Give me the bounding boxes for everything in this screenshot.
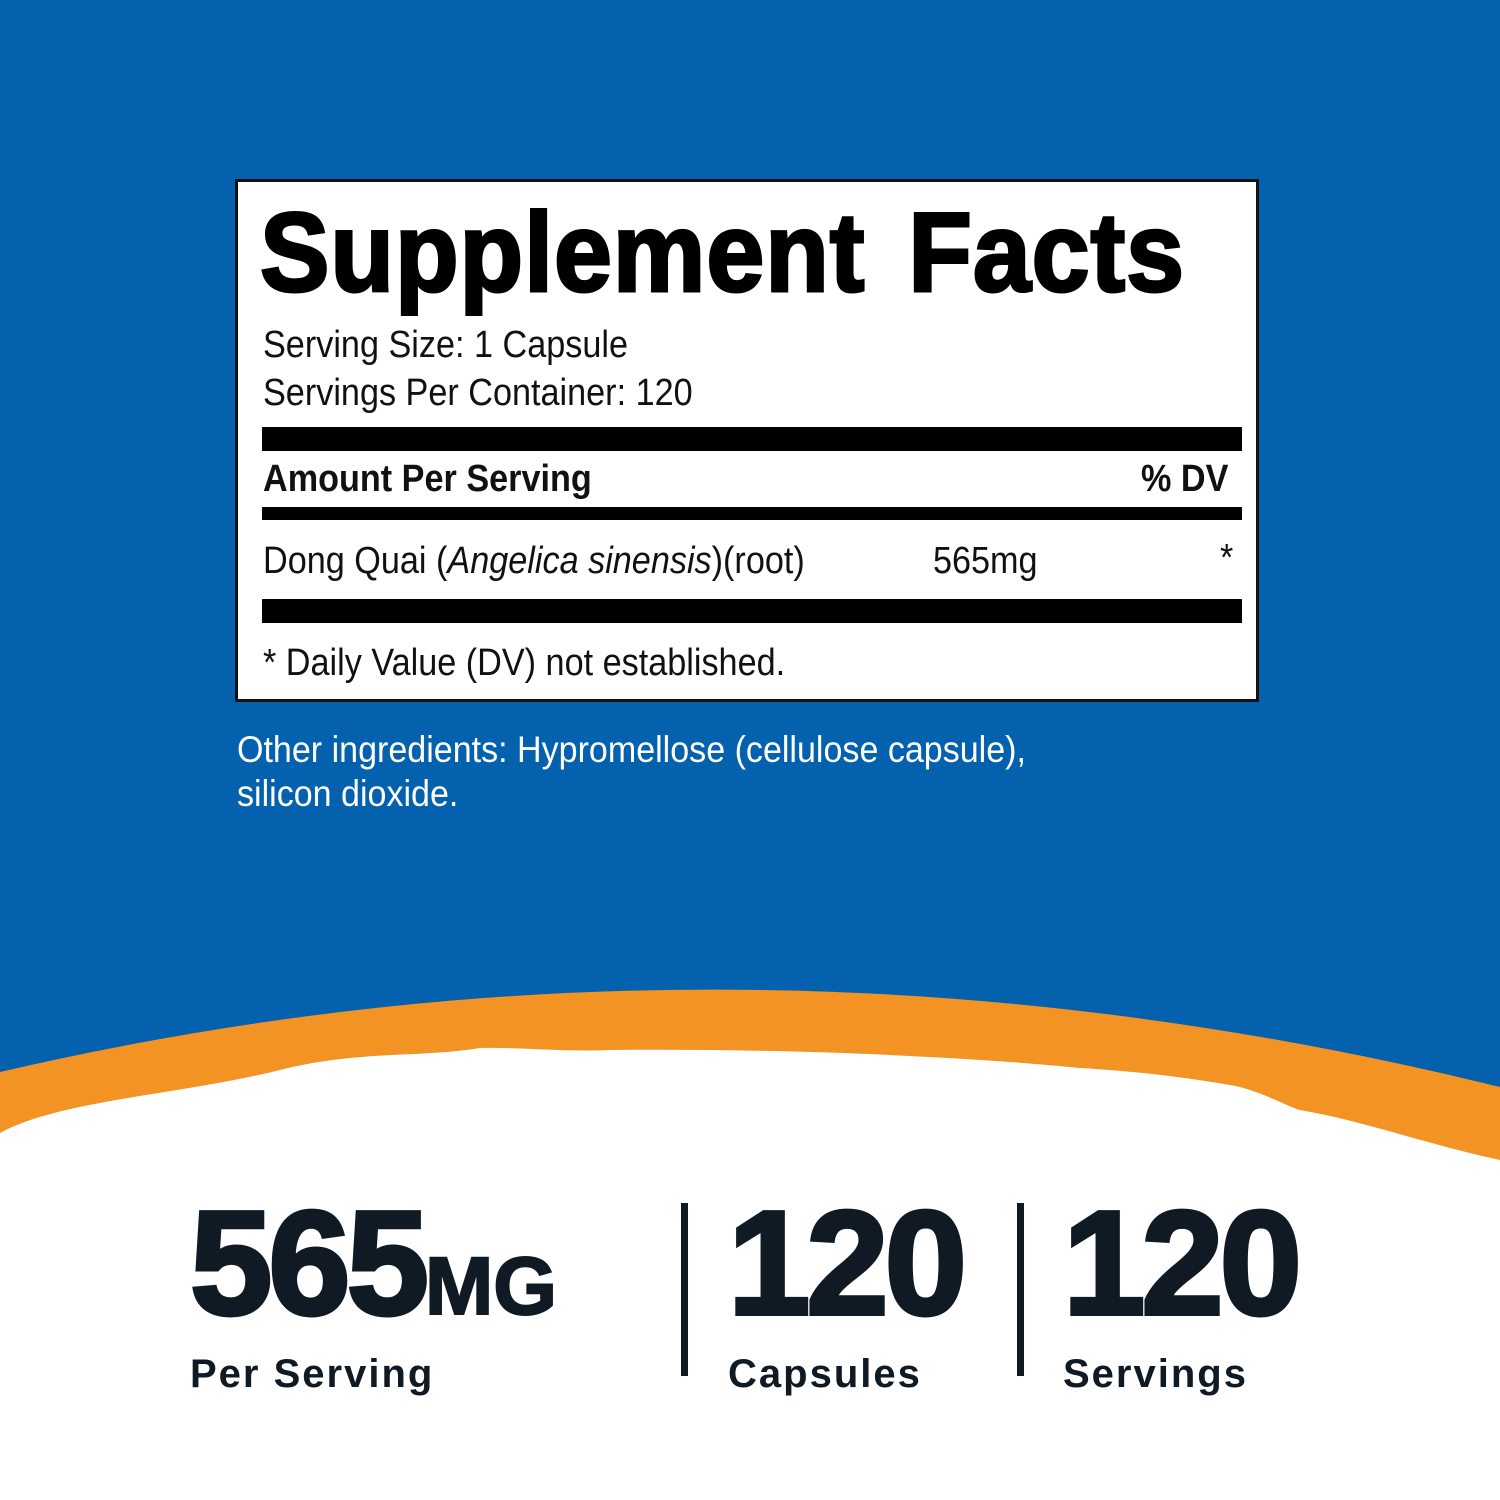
- amount-header: Amount Per Serving: [263, 458, 592, 500]
- divider-thick: [262, 427, 1242, 451]
- stat-value: 565: [188, 1181, 431, 1346]
- stat-capsules: 120 Capsules: [726, 1181, 969, 1397]
- ingredient-latin-name: Angelica sinensis: [447, 540, 712, 582]
- stat-servings: 120 Servings: [1061, 1181, 1304, 1397]
- ingredient-dv: *: [1220, 537, 1234, 579]
- stat-divider: [1017, 1203, 1024, 1376]
- other-ingredients-line-2: silicon dioxide.: [237, 773, 459, 814]
- footnote: * Daily Value (DV) not established.: [263, 642, 786, 684]
- ingredient-name: Dong Quai (Angelica sinensis)(root): [263, 540, 805, 583]
- divider-medium: [262, 507, 1242, 520]
- stat-unit: MG: [424, 1240, 558, 1333]
- ingredient-amount: 565mg: [933, 540, 1038, 582]
- other-ingredients-line-1: Other ingredients: Hypromellose (cellulo…: [237, 729, 1026, 770]
- facts-title: Supplement Facts: [259, 189, 1186, 317]
- stat-value: 120: [1061, 1181, 1304, 1346]
- white-base: [0, 1047, 1500, 1500]
- divider-thick-bottom: [262, 599, 1242, 623]
- serving-size: Serving Size: 1 Capsule: [263, 324, 629, 366]
- stat-value: 120: [726, 1181, 969, 1346]
- supplement-facts-panel: Supplement Facts Serving Size: 1 Capsule…: [235, 179, 1259, 702]
- stat-label: Capsules: [728, 1352, 922, 1396]
- stat-label: Servings: [1063, 1352, 1248, 1396]
- ingredient-common-name: Dong Quai (: [263, 540, 448, 582]
- stat-per-serving: 565MG Per Serving: [188, 1188, 558, 1397]
- dv-header: % DV: [1141, 458, 1229, 500]
- other-ingredients: Other ingredients: Hypromellose (cellulo…: [237, 728, 1026, 816]
- servings-per-container: Servings Per Container: 120: [263, 372, 693, 414]
- stat-label: Per Serving: [190, 1352, 435, 1396]
- ingredient-part: )(root): [711, 540, 805, 582]
- stat-divider: [681, 1203, 688, 1376]
